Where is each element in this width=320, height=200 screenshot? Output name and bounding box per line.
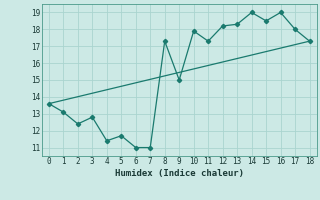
- X-axis label: Humidex (Indice chaleur): Humidex (Indice chaleur): [115, 169, 244, 178]
